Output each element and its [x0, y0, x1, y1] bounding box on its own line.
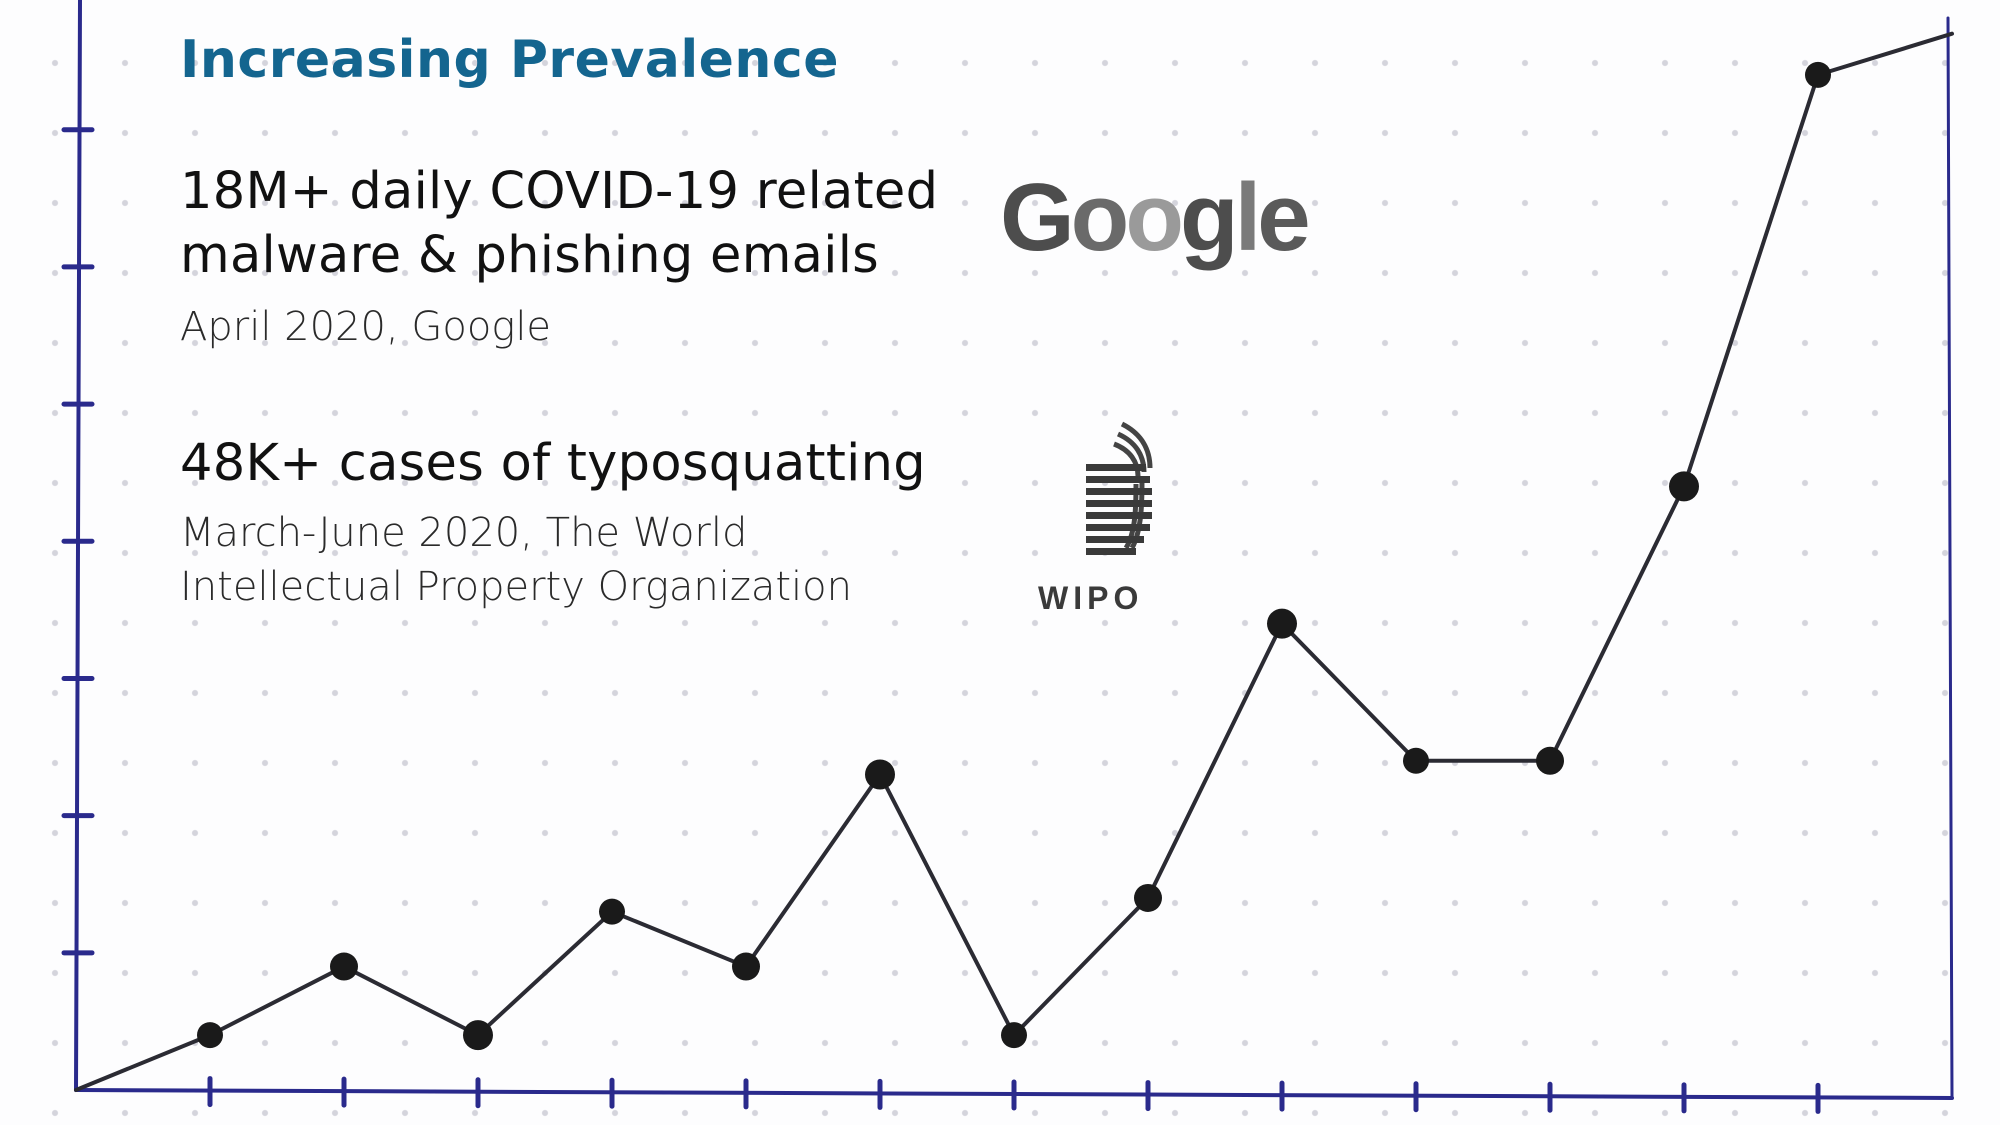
data-point-2	[330, 952, 358, 981]
wipo-logo: WIPO	[1038, 420, 1170, 620]
chart-points	[197, 61, 1831, 1051]
data-point-8	[1134, 883, 1162, 912]
right-border-line	[1946, 16, 1954, 1100]
data-point-4	[599, 898, 625, 925]
wipo-logo-text: WIPO	[1038, 580, 1144, 616]
data-point-7	[1001, 1022, 1027, 1049]
google-logo: Google	[1000, 164, 1311, 271]
data-point-11	[1536, 746, 1564, 775]
data-point-9	[1267, 608, 1297, 639]
y-axis	[74, 0, 82, 1092]
chart-axes	[61, 0, 1954, 1114]
stat-headline-emails: 18M+ daily COVID-19 related malware & ph…	[180, 162, 939, 285]
data-point-5	[732, 952, 760, 981]
stat-source-typosquatting: March-June 2020, The World Intellectual …	[180, 510, 852, 610]
stat-headline-typosquatting: 48K+ cases of typosquatting	[180, 434, 926, 493]
page-title: Increasing Prevalence	[180, 30, 840, 90]
data-point-3	[463, 1020, 493, 1051]
data-point-12	[1669, 471, 1699, 502]
stat-source-emails: April 2020, Google	[180, 304, 552, 350]
data-point-1	[197, 1022, 223, 1049]
data-point-10	[1403, 747, 1429, 774]
data-point-13	[1805, 61, 1831, 88]
data-point-6	[865, 759, 895, 790]
wipo-emblem-icon	[1086, 421, 1153, 555]
